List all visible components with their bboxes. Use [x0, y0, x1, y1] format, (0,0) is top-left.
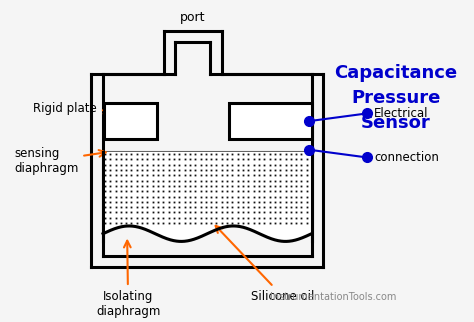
Text: Isolating
diaphragm: Isolating diaphragm [96, 241, 160, 318]
Bar [104, 103, 157, 139]
Text: port: port [180, 11, 206, 24]
Text: sensing
diaphragm: sensing diaphragm [14, 147, 106, 175]
Polygon shape [103, 152, 311, 242]
Text: Silicone oil: Silicone oil [216, 226, 314, 303]
Text: Capacitance
Pressure
Sensor: Capacitance Pressure Sensor [334, 64, 457, 132]
Text: Electrical: Electrical [374, 107, 429, 120]
Text: Rigid plate: Rigid plate [34, 102, 110, 115]
Bar [228, 103, 311, 139]
Text: InstrumentationTools.com: InstrumentationTools.com [270, 292, 396, 302]
Text: connection: connection [374, 151, 439, 164]
